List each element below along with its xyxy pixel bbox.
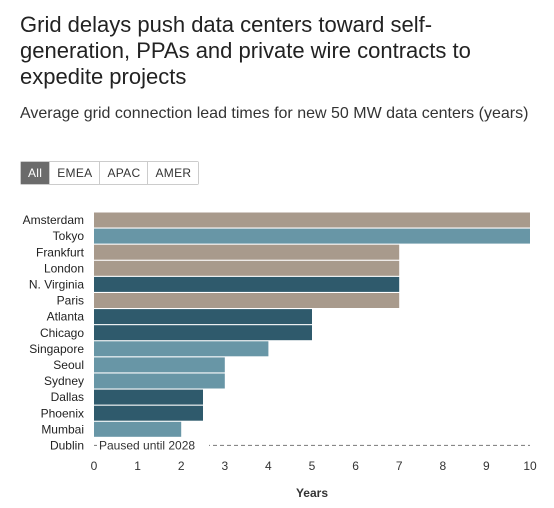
- category-label: Paris: [57, 294, 84, 308]
- chart-title: Grid delays push data centers toward sel…: [20, 12, 471, 89]
- tab-apac[interactable]: APAC: [100, 162, 149, 184]
- bar: [94, 405, 203, 421]
- bar: [94, 309, 312, 325]
- category-label: Frankfurt: [36, 245, 85, 259]
- annotation-background: [97, 438, 209, 453]
- bar: [94, 244, 400, 260]
- x-tick-label: 0: [91, 459, 98, 473]
- category-label: Chicago: [40, 326, 84, 340]
- bar: [94, 325, 312, 341]
- tab-emea[interactable]: EMEA: [50, 162, 101, 184]
- x-tick-label: 10: [523, 459, 537, 473]
- category-label: Seoul: [53, 358, 84, 372]
- category-label: Mumbai: [41, 422, 84, 436]
- category-label: N. Virginia: [29, 277, 84, 291]
- tab-all[interactable]: All: [21, 162, 51, 184]
- bar: [94, 389, 203, 405]
- x-tick-label: 5: [309, 459, 316, 473]
- category-label: Dallas: [51, 390, 84, 404]
- category-label: London: [44, 261, 84, 275]
- category-label: Dublin: [50, 438, 84, 452]
- x-tick-label: 6: [352, 459, 359, 473]
- x-tick-label: 4: [265, 459, 272, 473]
- bar: [94, 212, 530, 228]
- category-label: Tokyo: [53, 229, 85, 243]
- bar: [94, 341, 269, 357]
- bar: [94, 357, 225, 373]
- category-label: Phoenix: [41, 406, 84, 420]
- bar: [94, 260, 400, 276]
- x-tick-label: 1: [134, 459, 141, 473]
- bar: [94, 293, 400, 308]
- x-tick-label: 2: [178, 459, 185, 473]
- paused-annotation: Paused until 2028: [99, 438, 195, 452]
- x-axis-label: Years: [296, 486, 328, 500]
- x-tick-label: 9: [483, 459, 490, 473]
- region-filter-tabs: All EMEA APAC AMER: [20, 161, 200, 185]
- category-label: Sydney: [44, 374, 84, 388]
- category-label: Atlanta: [47, 310, 85, 324]
- bar: [94, 276, 400, 292]
- category-label: Singapore: [29, 342, 84, 356]
- x-tick-label: 8: [439, 459, 446, 473]
- tab-amer[interactable]: AMER: [148, 162, 199, 184]
- x-tick-label: 7: [396, 459, 403, 473]
- bar: [94, 228, 530, 244]
- bar: [94, 421, 182, 437]
- bar: [94, 373, 225, 389]
- chart-subtitle: Average grid connection lead times for n…: [20, 105, 529, 122]
- category-label: Amsterdam: [23, 213, 84, 227]
- x-tick-label: 3: [221, 459, 228, 473]
